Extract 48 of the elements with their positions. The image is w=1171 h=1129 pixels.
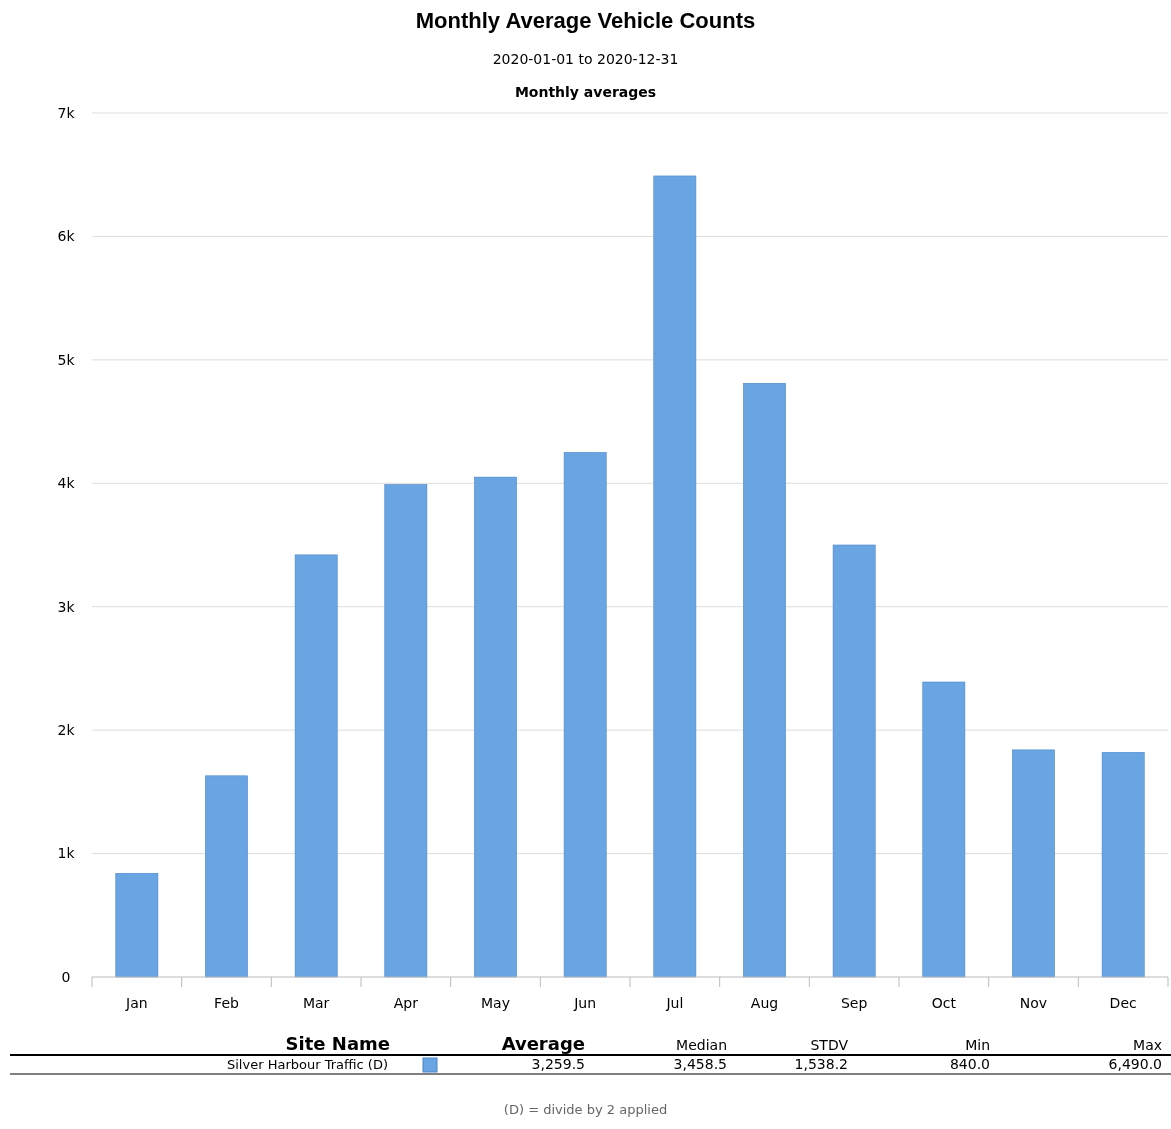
y-tick-label: 6k: [57, 228, 76, 245]
text: 3,458.5: [673, 1056, 727, 1072]
text: 840.0: [949, 1056, 990, 1072]
y-tick-label: 1k: [57, 845, 76, 862]
text: Site Name: [285, 1033, 390, 1054]
text: Monthly averages: [514, 84, 657, 100]
bar: [563, 452, 607, 978]
bar: [1101, 752, 1145, 978]
x-tick-label: Jul: [665, 995, 684, 1011]
x-tick-label: Nov: [1019, 995, 1048, 1011]
text: Min: [965, 1037, 990, 1053]
text: 6,490.0: [1108, 1056, 1162, 1072]
text: 3,259.5: [531, 1056, 585, 1072]
bar: [205, 775, 248, 978]
text: 1,538.2: [794, 1056, 848, 1072]
x-tick-label: Jan: [125, 995, 148, 1011]
bar: [922, 681, 966, 978]
bar: [653, 175, 697, 978]
y-tick-label: 5k: [57, 351, 76, 368]
bar: [1012, 749, 1055, 978]
text: Silver Harbour Traffic (D): [227, 1057, 388, 1072]
text: Max: [1133, 1037, 1162, 1053]
x-tick-label: Sep: [840, 995, 868, 1011]
x-tick-label: Jun: [573, 995, 597, 1011]
y-tick-label: 2k: [57, 722, 76, 739]
bar: [474, 476, 517, 978]
chart-subtitle: 2020-01-01 to 2020-12-31: [492, 51, 679, 67]
y-tick-label: 0: [61, 968, 71, 985]
text: (D) = divide by 2 applied: [503, 1102, 668, 1117]
x-tick-label: Mar: [302, 995, 330, 1011]
y-tick-label: 4k: [57, 475, 76, 492]
bar: [743, 383, 786, 978]
x-tick-label: Aug: [750, 995, 779, 1011]
text: Median: [676, 1037, 727, 1053]
bar: [384, 484, 428, 978]
y-tick-label: 3k: [57, 598, 76, 615]
bar: [294, 554, 338, 978]
x-tick-label: Dec: [1109, 995, 1137, 1011]
x-tick-label: May: [481, 995, 510, 1011]
text: STDV: [810, 1037, 849, 1053]
bar: [832, 544, 876, 978]
x-tick-label: Feb: [214, 995, 239, 1011]
y-tick-label: 7k: [57, 104, 76, 121]
text: Average: [501, 1033, 585, 1054]
chart-title: Monthly Average Vehicle Counts: [415, 8, 756, 33]
x-tick-label: Oct: [931, 995, 957, 1011]
bar: [115, 873, 159, 978]
x-tick-label: Apr: [393, 995, 419, 1011]
